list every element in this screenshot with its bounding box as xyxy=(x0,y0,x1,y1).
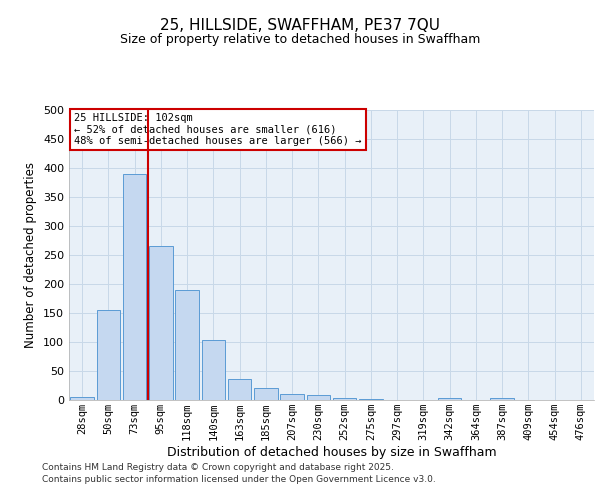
Text: 25, HILLSIDE, SWAFFHAM, PE37 7QU: 25, HILLSIDE, SWAFFHAM, PE37 7QU xyxy=(160,18,440,32)
Text: 25 HILLSIDE: 102sqm
← 52% of detached houses are smaller (616)
48% of semi-detac: 25 HILLSIDE: 102sqm ← 52% of detached ho… xyxy=(74,113,362,146)
Text: Contains public sector information licensed under the Open Government Licence v3: Contains public sector information licen… xyxy=(42,475,436,484)
Text: Size of property relative to detached houses in Swaffham: Size of property relative to detached ho… xyxy=(120,32,480,46)
Bar xyxy=(490,398,514,400)
Bar xyxy=(70,397,94,400)
Bar xyxy=(149,246,173,400)
Bar xyxy=(359,399,383,400)
Bar xyxy=(175,290,199,400)
Y-axis label: Number of detached properties: Number of detached properties xyxy=(25,162,37,348)
Text: Contains HM Land Registry data © Crown copyright and database right 2025.: Contains HM Land Registry data © Crown c… xyxy=(42,462,394,471)
Bar xyxy=(307,396,330,400)
X-axis label: Distribution of detached houses by size in Swaffham: Distribution of detached houses by size … xyxy=(167,446,496,459)
Bar xyxy=(333,398,356,400)
Bar xyxy=(280,394,304,400)
Bar xyxy=(254,388,278,400)
Bar xyxy=(123,174,146,400)
Bar xyxy=(202,340,225,400)
Bar xyxy=(438,398,461,400)
Bar xyxy=(228,379,251,400)
Bar xyxy=(97,310,120,400)
